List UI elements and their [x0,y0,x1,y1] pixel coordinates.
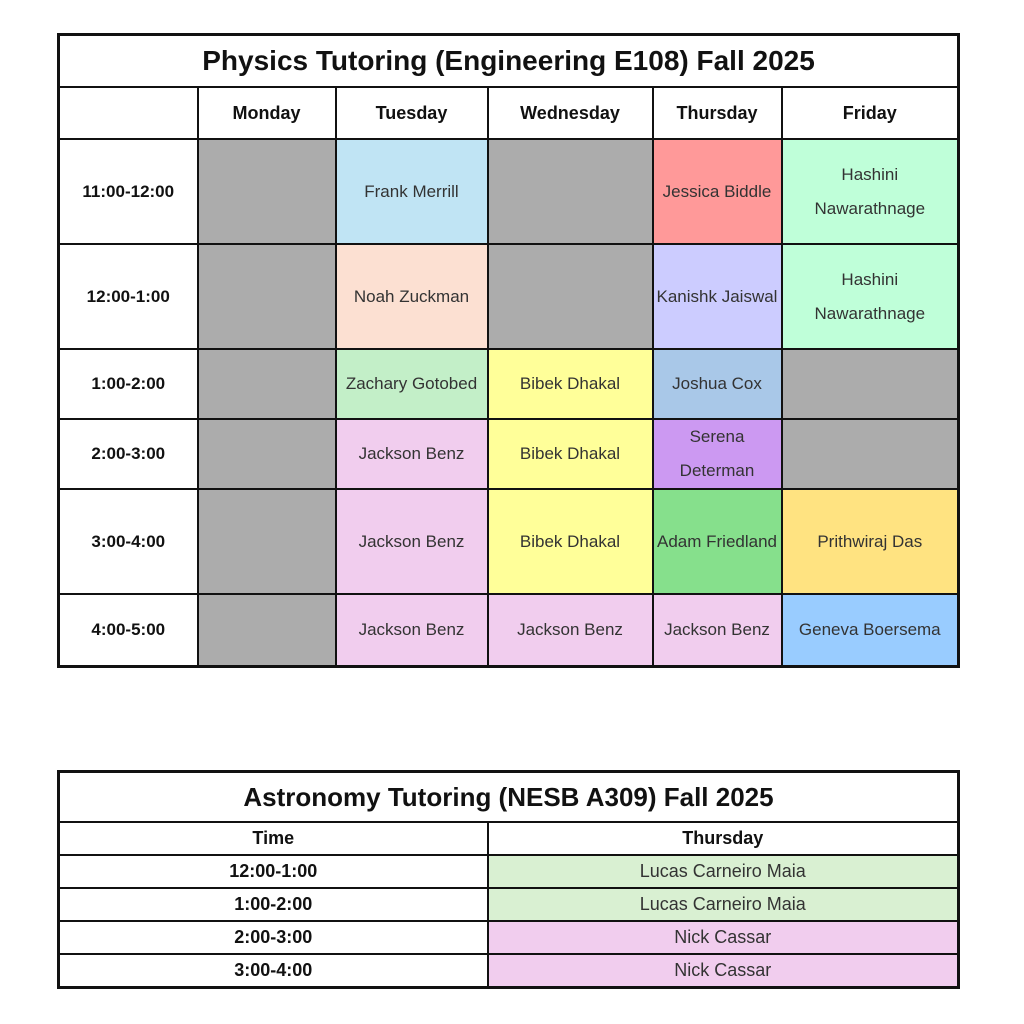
tutor-cell: Joshua Cox [651,348,783,420]
schedule-row: 12:00-1:00 Lucas Carneiro Maia [57,854,960,889]
tutor-cell: Jackson Benz [651,593,783,667]
time-slot: 4:00-5:00 [57,593,199,667]
time-slot: 2:00-3:00 [57,920,489,955]
unavailable-cell [196,593,337,667]
time-slot: 3:00-4:00 [57,488,199,595]
tutor-cell: Bibek Dhakal [486,418,654,490]
tutor-cell: Jackson Benz [486,593,654,667]
tutor-cell: Nick Cassar [486,920,960,955]
unavailable-cell [780,348,960,420]
tutor-cell: Lucas Carneiro Maia [486,854,960,889]
schedule-row: 2:00-3:00 Jackson Benz Bibek Dhakal Serena … [57,418,960,490]
tutor-cell: Hashini Nawarathnage [780,243,960,350]
tutor-cell: Zachary Gotobed [334,348,489,420]
tutor-cell: Jessica Biddle [651,138,783,245]
tutor-cell: Nick Cassar [486,953,960,989]
time-slot: 12:00-1:00 [57,243,199,350]
time-slot: 12:00-1:00 [57,854,489,889]
tutor-cell: Noah Zuckman [334,243,489,350]
physics-title: Physics Tutoring (Engineering E108) Fall… [57,33,960,88]
schedule-row: 4:00-5:00 Jackson Benz Jackson Benz Jackson… [57,593,960,667]
schedule-row: 1:00-2:00 Lucas Carneiro Maia [57,887,960,922]
schedule-row: 2:00-3:00 Nick Cassar [57,920,960,955]
header-monday: Monday [196,86,337,140]
tutor-cell: Bibek Dhakal [486,348,654,420]
tutor-cell: Bibek Dhakal [486,488,654,595]
tutor-cell: Serena Determan [651,418,783,490]
schedule-row: 1:00-2:00 Zachary Gotobed Bibek Dhakal Josh… [57,348,960,420]
unavailable-cell [486,243,654,350]
header-thursday: Thursday [651,86,783,140]
header-friday: Friday [780,86,960,140]
tutor-cell: Jackson Benz [334,418,489,490]
time-slot: 2:00-3:00 [57,418,199,490]
tutor-cell: Jackson Benz [334,593,489,667]
schedule-row: 3:00-4:00 Nick Cassar [57,953,960,989]
tutor-cell: Geneva Boersema [780,593,960,667]
header-time: Time [57,821,489,856]
unavailable-cell [196,138,337,245]
unavailable-cell [780,418,960,490]
schedule-row: 3:00-4:00 Jackson Benz Bibek Dhakal Adam Fr… [57,488,960,595]
unavailable-cell [196,418,337,490]
header-wednesday: Wednesday [486,86,654,140]
tutor-cell: Frank Merrill [334,138,489,245]
corner-cell [57,86,199,140]
time-slot: 1:00-2:00 [57,348,199,420]
tutor-cell: Adam Friedland [651,488,783,595]
astronomy-title: Astronomy Tutoring (NESB A309) Fall 2025 [57,770,960,823]
unavailable-cell [196,348,337,420]
schedule-row: 11:00-12:00 Frank Merrill Jessica Biddle Ha… [57,138,960,245]
time-slot: 1:00-2:00 [57,887,489,922]
time-slot: 11:00-12:00 [57,138,199,245]
header-thursday: Thursday [486,821,960,856]
physics-schedule-table: Physics Tutoring (Engineering E108) Fall… [57,33,961,668]
tutor-cell: Jackson Benz [334,488,489,595]
tutor-cell: Prithwiraj Das [780,488,960,595]
header-tuesday: Tuesday [334,86,489,140]
schedule-row: 12:00-1:00 Noah Zuckman Kanishk Jaiswal Has… [57,243,960,350]
time-slot: 3:00-4:00 [57,953,489,989]
day-header-row: Monday Tuesday Wednesday Thursday Friday [57,86,960,140]
unavailable-cell [196,243,337,350]
tutor-cell: Lucas Carneiro Maia [486,887,960,922]
astronomy-schedule-table: Astronomy Tutoring (NESB A309) Fall 2025… [57,770,960,989]
unavailable-cell [486,138,654,245]
tutor-cell: Kanishk Jaiswal [651,243,783,350]
tutor-cell: Hashini Nawarathnage [780,138,960,245]
unavailable-cell [196,488,337,595]
